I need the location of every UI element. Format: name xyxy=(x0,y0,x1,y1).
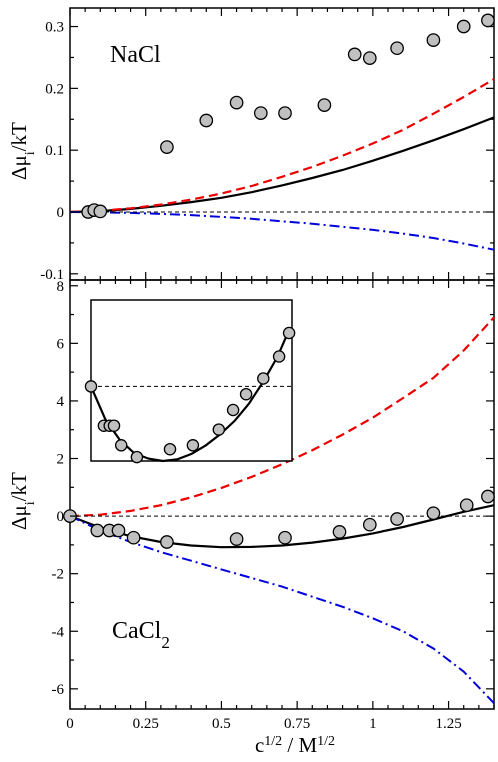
top-series-dashdot-blue xyxy=(69,211,495,251)
cacl2-inset xyxy=(84,299,296,464)
bottom-data-point xyxy=(332,525,347,539)
nacl-series-lines xyxy=(69,78,495,251)
top-data-point xyxy=(456,19,471,34)
inset-data-point xyxy=(114,439,128,452)
nacl-axis-ticks: -0.1 0 0.1 0.2 0.3 xyxy=(40,8,495,283)
inset-data-point xyxy=(257,372,270,385)
nacl-data-points xyxy=(81,13,495,219)
bottom-data-point xyxy=(426,506,441,521)
top-data-point xyxy=(481,13,495,28)
bottom-x-tick-label: 1 xyxy=(369,716,377,732)
inset-data-point xyxy=(272,350,286,363)
bottom-y-tick-label: 8 xyxy=(57,279,65,295)
bottom-data-point xyxy=(229,532,244,546)
bottom-x-tick-label: 0.5 xyxy=(212,716,231,732)
top-data-point xyxy=(426,33,441,47)
inset-data-point xyxy=(282,326,296,340)
x-axis-label-sup1: 1/2 xyxy=(264,734,282,749)
nacl-panel: -0.1 0 0.1 0.2 0.3 NaCl Δμi/kT xyxy=(7,7,495,283)
top-series-solid-black xyxy=(69,116,495,214)
bottom-data-point xyxy=(126,530,141,545)
inset-data-point xyxy=(226,403,240,417)
bottom-data-point xyxy=(390,512,404,526)
bottom-y-tick-label: 0 xyxy=(57,509,65,525)
top-data-point xyxy=(229,95,244,110)
top-data-point xyxy=(160,140,174,154)
nacl-y-axis-label-sub: i xyxy=(23,151,38,155)
top-data-point xyxy=(199,113,214,128)
inset-data-point xyxy=(107,419,121,432)
inset-data-point xyxy=(163,442,177,456)
bottom-y-tick-label: -4 xyxy=(52,624,65,640)
bottom-data-point xyxy=(90,523,105,538)
x-axis-label-sup2: 1/2 xyxy=(317,734,335,749)
cacl2-panel-label: CaCl2 xyxy=(112,618,170,652)
inset-data-point xyxy=(186,439,200,452)
bottom-y-tick-label: 2 xyxy=(57,452,65,468)
x-axis-label-c: c xyxy=(255,733,264,757)
cacl2-y-axis-label: Δμi/kT xyxy=(7,472,38,530)
bottom-data-point xyxy=(111,523,126,538)
cacl2-y-axis-label-sub: i xyxy=(23,501,38,505)
top-y-tick-label: 0.2 xyxy=(45,81,64,97)
bottom-data-point xyxy=(459,498,474,513)
top-data-point xyxy=(93,204,108,219)
bottom-series-solid-black xyxy=(69,504,495,549)
cacl2-panel-label-sub: 2 xyxy=(161,633,170,652)
nacl-y-axis-label-tail: /kT xyxy=(7,122,31,151)
bottom-data-point xyxy=(278,530,292,545)
bottom-x-tick-label: 0.25 xyxy=(133,716,159,732)
bottom-series-dashed-red xyxy=(69,316,495,518)
bottom-data-point xyxy=(160,535,174,549)
bottom-x-tick-label: 0 xyxy=(66,716,74,732)
cacl2-data-points xyxy=(63,489,495,549)
x-axis-label: c1/2 / M1/2 xyxy=(255,733,335,757)
top-y-tick-label: 0 xyxy=(57,205,65,221)
inset-data-point xyxy=(84,380,98,393)
cacl2-axis-ticks: -6 -4 -2 0 2 4 6 8 0 0.25 0.5 0.75 1 1.25 xyxy=(52,279,495,732)
inset-data-point xyxy=(212,423,226,436)
nacl-panel-label: NaCl xyxy=(110,42,161,68)
top-data-point xyxy=(390,41,404,56)
bottom-series-dashdot-blue xyxy=(69,515,495,704)
inset-data-point xyxy=(130,450,144,464)
top-y-tick-label: 0.1 xyxy=(45,143,64,159)
top-y-tick-label: 0.3 xyxy=(45,20,64,36)
bottom-x-tick-label: 0.75 xyxy=(284,716,310,732)
top-data-point xyxy=(278,106,292,120)
top-data-point xyxy=(347,47,362,62)
top-series-dashed-red xyxy=(69,78,495,214)
inset-data-point xyxy=(239,387,253,401)
top-data-point xyxy=(317,98,332,112)
nacl-y-axis-label-main: Δμ xyxy=(7,155,31,180)
cacl2-y-axis-label-tail: /kT xyxy=(7,472,31,501)
top-y-tick-label: -0.1 xyxy=(40,267,64,283)
cacl2-panel-label-main: CaCl xyxy=(112,618,162,644)
cacl2-series-lines xyxy=(69,316,495,704)
bottom-y-tick-label: -2 xyxy=(52,567,65,583)
bottom-data-point xyxy=(362,517,377,532)
bottom-data-point xyxy=(481,489,495,504)
top-data-point xyxy=(362,51,377,65)
bottom-x-tick-label: 1.25 xyxy=(435,716,461,732)
cacl2-y-axis-label-main: Δμ xyxy=(7,505,31,530)
top-data-point xyxy=(253,106,268,120)
inset-data-points xyxy=(84,326,296,464)
nacl-y-axis-label: Δμi/kT xyxy=(7,122,38,180)
bottom-y-tick-label: -6 xyxy=(52,682,65,698)
bottom-y-tick-label: 6 xyxy=(57,336,65,352)
x-axis-label-mid: / M xyxy=(282,733,317,757)
bottom-y-tick-label: 4 xyxy=(57,394,65,410)
